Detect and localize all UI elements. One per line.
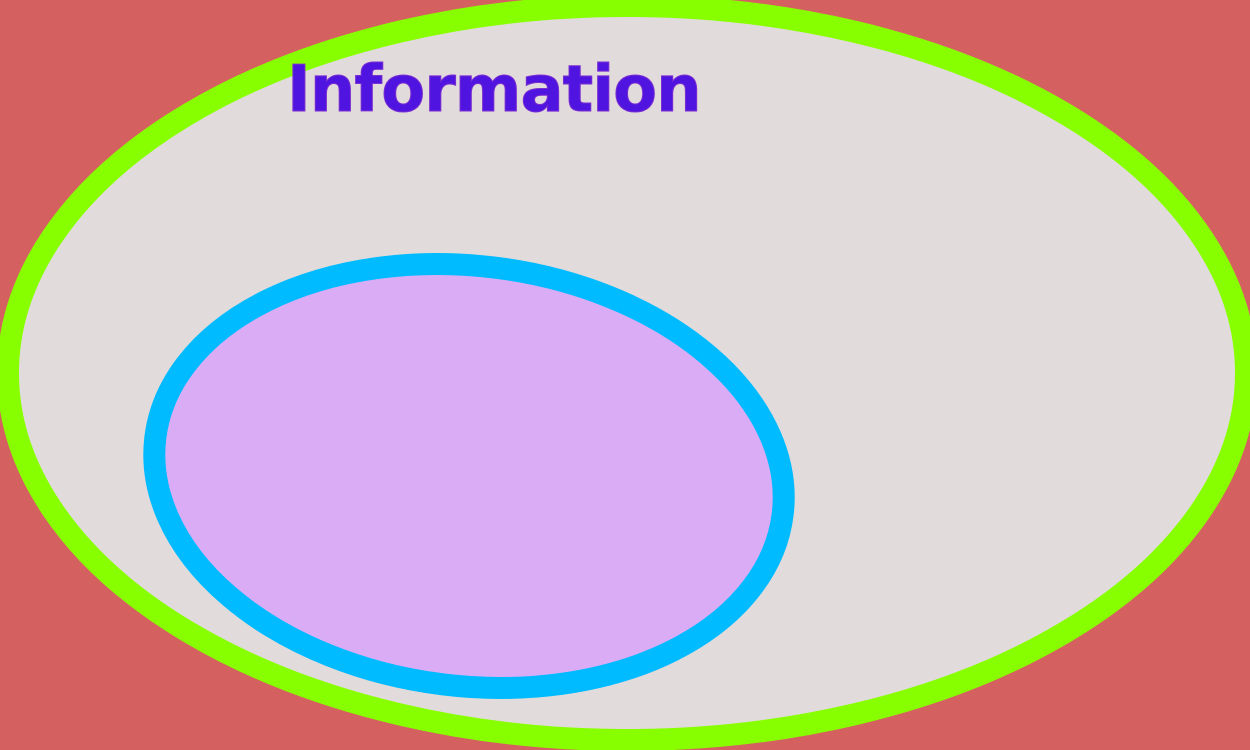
inner-ellipse [143, 253, 795, 699]
diagram-title: Information [287, 53, 703, 127]
